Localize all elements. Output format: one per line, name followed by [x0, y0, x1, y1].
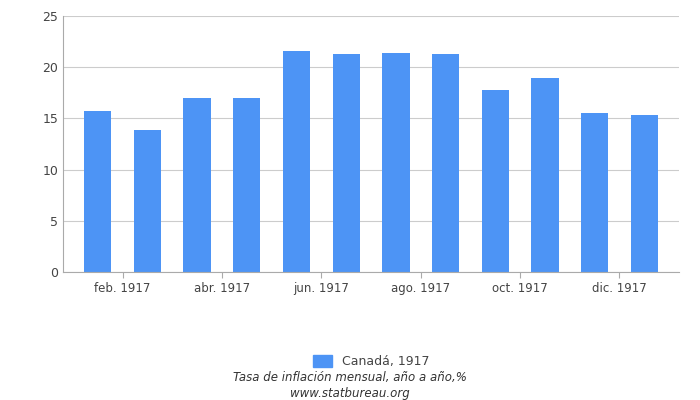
Legend: Canadá, 1917: Canadá, 1917 — [308, 350, 434, 373]
Bar — [482, 90, 509, 272]
Bar — [283, 51, 310, 272]
Bar — [631, 115, 658, 272]
Bar — [531, 78, 559, 272]
Text: Tasa de inflación mensual, año a año,%: Tasa de inflación mensual, año a año,% — [233, 372, 467, 384]
Bar — [332, 54, 360, 272]
Bar — [84, 111, 111, 272]
Bar — [134, 130, 161, 272]
Bar — [432, 54, 459, 272]
Bar — [183, 98, 211, 272]
Bar — [382, 53, 410, 272]
Bar — [233, 98, 260, 272]
Bar — [581, 113, 608, 272]
Text: www.statbureau.org: www.statbureau.org — [290, 388, 410, 400]
